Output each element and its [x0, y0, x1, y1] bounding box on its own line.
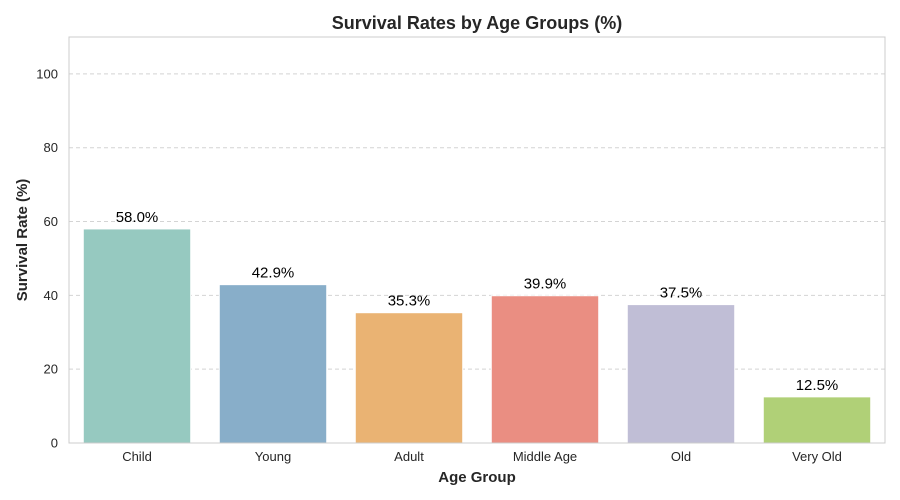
x-tick-label: Middle Age	[513, 449, 577, 464]
grid-layer	[69, 73, 885, 370]
bar-value-label: 37.5%	[660, 285, 703, 302]
bar-young	[218, 284, 328, 444]
y-tick-label: 40	[44, 288, 58, 303]
y-tick-label: 0	[51, 436, 58, 451]
y-tick-label: 100	[36, 66, 58, 81]
bar-child	[82, 228, 192, 444]
bar-value-label: 39.9%	[524, 276, 567, 293]
bar-value-label: 12.5%	[796, 377, 839, 394]
bar-adult	[354, 312, 464, 444]
x-tick-label: Old	[671, 449, 691, 464]
x-tick-label: Adult	[394, 449, 424, 464]
y-tick-label: 80	[44, 140, 58, 155]
chart-title: Survival Rates by Age Groups (%)	[332, 13, 622, 33]
x-axis-label: Age Group	[438, 469, 516, 486]
bar-middle-age	[490, 295, 600, 444]
y-ticks: 0 20 40 60 80 100	[36, 66, 58, 450]
x-tick-label: Child	[122, 449, 152, 464]
bars-layer	[82, 228, 872, 444]
labels-layer: 58.0% 42.9% 35.3% 39.9% 37.5% 12.5%	[116, 209, 839, 394]
bar-value-label: 58.0%	[116, 209, 159, 226]
y-tick-label: 20	[44, 362, 58, 377]
x-tick-label: Very Old	[792, 449, 842, 464]
x-ticks: Child Young Adult Middle Age Old Very Old	[122, 449, 842, 464]
bar-value-label: 42.9%	[252, 265, 295, 282]
bar-old	[626, 304, 736, 444]
plot-frame	[68, 36, 886, 444]
bar-value-label: 35.3%	[388, 293, 431, 310]
x-tick-label: Young	[255, 449, 291, 464]
y-axis-label: Survival Rate (%)	[14, 179, 31, 302]
bar-very-old	[762, 396, 872, 444]
y-tick-label: 60	[44, 214, 58, 229]
